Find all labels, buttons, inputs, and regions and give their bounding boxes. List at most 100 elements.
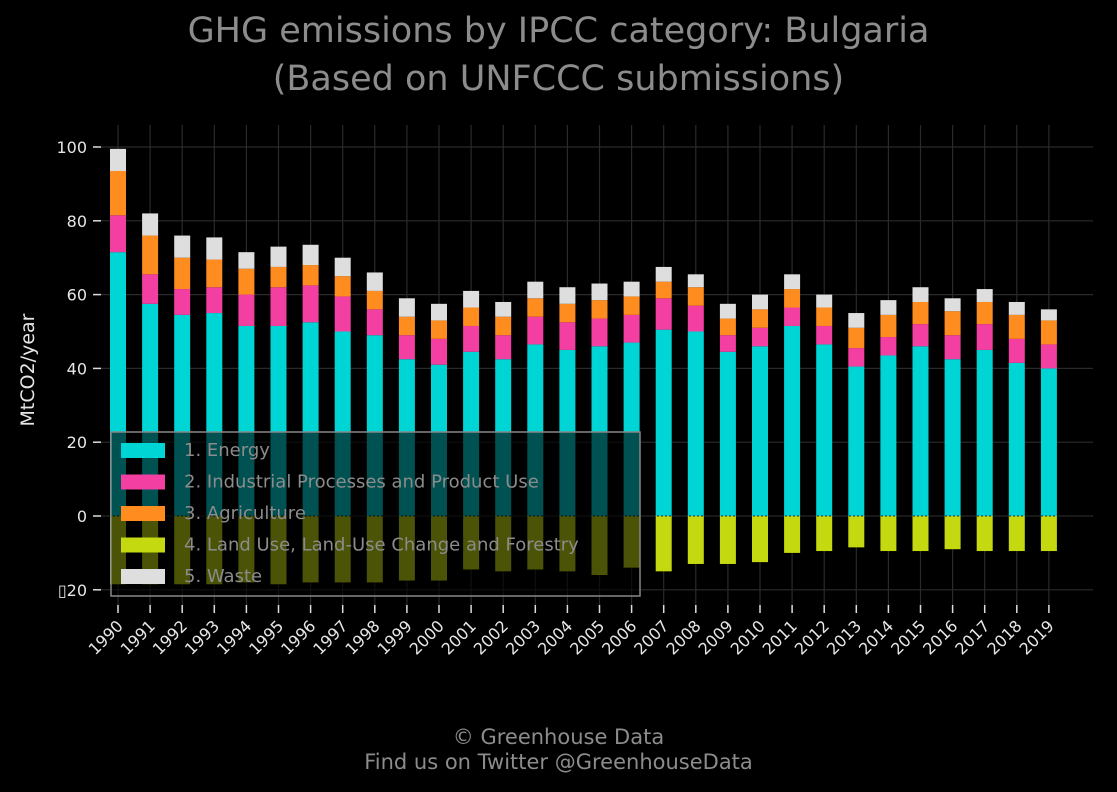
y-tick-label: 20: [67, 433, 87, 452]
x-tick-label: 2000: [406, 616, 448, 658]
bar-4-2018: [1008, 301, 1025, 315]
bar-1-2017: [976, 324, 993, 350]
x-tick-label: 2016: [919, 616, 961, 658]
x-tick-label: 1991: [117, 616, 159, 658]
bar-1-1993: [206, 287, 223, 314]
bar-2-2012: [816, 307, 833, 326]
bar-1-2012: [816, 325, 833, 345]
bar-4-2008: [687, 274, 704, 288]
bar-2-1996: [302, 265, 319, 286]
bar-4-2016: [944, 298, 961, 312]
bar-4-2006: [623, 281, 640, 297]
legend-label: 4. Land Use, Land-Use Change and Forestr…: [184, 535, 579, 556]
x-tick-label: 2013: [823, 616, 865, 658]
bar-4-1997: [334, 257, 351, 277]
x-tick-label: 1998: [341, 616, 383, 658]
bar-2-2018: [1008, 314, 1025, 339]
bar-0-2018: [1008, 362, 1025, 516]
bar-2-2014: [880, 314, 897, 338]
bar-3-2019: [1040, 516, 1057, 552]
bar-3-2008: [687, 516, 704, 564]
bar-0-2017: [976, 349, 993, 516]
y-tick-label: 40: [67, 359, 87, 378]
bar-1-2014: [880, 337, 897, 356]
bar-4-2000: [431, 303, 447, 321]
bar-3-2017: [976, 516, 993, 552]
bar-4-1991: [142, 213, 159, 236]
x-tick-label: 2005: [566, 616, 608, 658]
chart-title-line1: GHG emissions by IPCC category: Bulgaria: [187, 11, 930, 51]
bar-2-2016: [944, 311, 961, 336]
x-tick-label: 2004: [534, 616, 576, 658]
bar-4-2010: [752, 294, 768, 310]
bar-2-2001: [463, 307, 480, 326]
bar-1-2007: [655, 298, 672, 330]
x-tick-label: 2001: [438, 616, 480, 658]
bar-2-2003: [527, 298, 544, 317]
bar-1-2018: [1008, 338, 1025, 363]
bar-1-2009: [719, 335, 736, 352]
x-tick-label: 2010: [727, 616, 769, 658]
y-tick-label: 60: [67, 286, 87, 305]
bar-1-1992: [174, 289, 191, 315]
bar-2-1999: [398, 316, 415, 336]
y-axis-label: MtCO2/year: [17, 313, 39, 426]
bar-0-2014: [880, 355, 897, 516]
bar-2-1994: [238, 268, 255, 295]
bar-0-2013: [848, 366, 865, 516]
bar-4-2011: [784, 274, 801, 290]
bar-1-2000: [431, 338, 447, 365]
bar-0-2016: [944, 359, 961, 516]
bar-4-2003: [527, 281, 544, 299]
bar-0-2019: [1040, 368, 1057, 516]
bar-1-2001: [463, 325, 480, 352]
bar-4-1995: [270, 246, 287, 267]
bar-1-2010: [752, 327, 768, 347]
x-tick-label: 2008: [662, 616, 704, 658]
bar-0-2009: [719, 351, 736, 516]
x-tick-label: 2018: [983, 616, 1025, 658]
bar-1-2002: [495, 335, 512, 360]
bar-1-2003: [527, 316, 544, 345]
bar-3-2014: [880, 516, 897, 552]
x-tick-label: 1994: [213, 616, 255, 658]
x-tick-label: 2014: [855, 616, 897, 658]
bar-0-2008: [687, 331, 704, 516]
bar-1-2005: [591, 318, 608, 347]
legend-swatch: [121, 537, 165, 553]
x-tick-label: 2003: [502, 616, 544, 658]
bar-2-2013: [848, 327, 865, 349]
bar-2-1992: [174, 257, 191, 290]
bar-2-1995: [270, 266, 287, 288]
y-tick-label: 80: [67, 212, 87, 231]
bar-1-2013: [848, 348, 865, 367]
bar-4-1993: [206, 237, 223, 260]
bar-2-2008: [687, 287, 704, 306]
x-tick-label: 2017: [951, 616, 993, 658]
legend-label: 5. Waste: [184, 566, 262, 587]
bar-2-1991: [142, 235, 159, 275]
bar-2-1997: [334, 276, 351, 297]
x-tick-label: 2007: [630, 616, 672, 658]
bar-2-2004: [559, 303, 576, 323]
bar-4-1994: [238, 252, 255, 269]
bar-2-2005: [591, 300, 608, 319]
bar-1-2016: [944, 335, 961, 360]
bar-4-2013: [848, 313, 865, 328]
x-tick-label: 1995: [245, 616, 287, 658]
legend-swatch: [121, 443, 165, 458]
bar-4-2017: [976, 289, 993, 302]
legend: 1. Energy 2. Industrial Processes and Pro…: [110, 431, 641, 597]
bar-1-1997: [334, 296, 351, 332]
bar-2-2007: [655, 281, 672, 299]
credit-text: © Greenhouse Data: [452, 725, 665, 749]
bar-1-2008: [687, 305, 704, 332]
bar-3-2016: [944, 516, 961, 550]
x-tick-label: 1997: [309, 616, 351, 658]
bar-2-1993: [206, 259, 223, 288]
bar-2-2000: [431, 320, 447, 339]
bar-3-2018: [1008, 516, 1025, 552]
bar-4-2012: [816, 294, 833, 308]
bar-1-2019: [1040, 344, 1057, 369]
bar-4-1996: [302, 244, 319, 266]
